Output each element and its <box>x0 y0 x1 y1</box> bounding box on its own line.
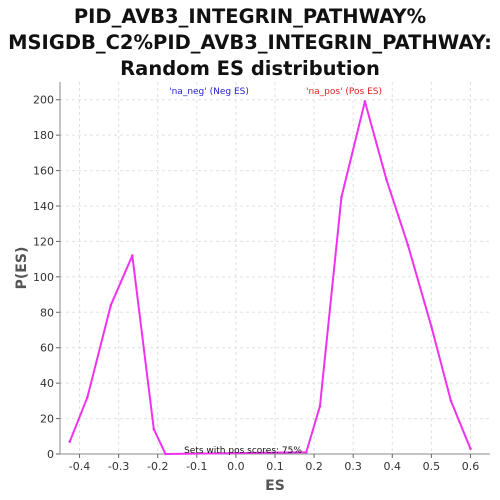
chart-title-line-2: MSIGDB_C2%PID_AVB3_INTEGRIN_PATHWAY: <box>8 31 492 54</box>
y-tick-label: 140 <box>33 200 54 213</box>
series-layer <box>68 100 472 456</box>
data-point <box>385 178 388 181</box>
x-tick-label: 0.1 <box>266 460 284 473</box>
y-tick-label: 120 <box>33 235 54 248</box>
data-point <box>363 100 367 103</box>
x-tick-label: 0.3 <box>344 460 362 473</box>
data-point <box>86 396 89 399</box>
data-point <box>449 399 453 403</box>
x-tick-label: 0.5 <box>423 460 441 473</box>
pos-scores-note: Sets with pos scores: 75% <box>184 446 302 456</box>
y-tick-label: 40 <box>40 377 54 390</box>
chart-title: PID_AVB3_INTEGRIN_PATHWAY% MSIGDB_C2%PID… <box>0 4 500 82</box>
data-point <box>304 450 308 454</box>
x-tick-label: -0.3 <box>108 460 129 473</box>
pos-es-label: 'na_pos' (Pos ES) <box>306 87 382 97</box>
x-tick-label: -0.1 <box>186 460 207 473</box>
grid-lines <box>60 82 490 455</box>
data-point <box>131 254 134 257</box>
x-tick-label: 0.6 <box>462 460 480 473</box>
y-tick-label: 180 <box>33 129 54 142</box>
x-tick-label: -0.2 <box>147 460 168 473</box>
y-tick-label: 200 <box>33 94 54 107</box>
y-tick-label: 20 <box>40 413 54 426</box>
data-point <box>109 303 113 307</box>
y-axis-ticks: 0 20 40 60 80 100 120 140 160 180 200 <box>33 94 60 461</box>
chart-title-line-1: PID_AVB3_INTEGRIN_PATHWAY% <box>73 5 427 28</box>
data-point <box>68 440 72 443</box>
chart-title-line-3: Random ES distribution <box>120 57 380 80</box>
x-axis-label: ES <box>265 478 285 494</box>
data-point <box>152 427 156 431</box>
x-tick-label: 0.0 <box>227 460 245 473</box>
y-tick-label: 60 <box>40 342 54 355</box>
y-tick-label: 80 <box>40 306 54 319</box>
neg-es-label: 'na_neg' (Neg ES) <box>169 87 249 97</box>
data-point <box>164 452 167 456</box>
y-axis-label: P(ES) <box>14 247 30 290</box>
y-tick-label: 0 <box>47 448 54 461</box>
x-tick-label: -0.4 <box>69 460 90 473</box>
data-point <box>318 404 322 408</box>
data-point <box>340 195 343 199</box>
data-point <box>469 447 472 450</box>
x-tick-label: 0.2 <box>305 460 323 473</box>
x-tick-label: 0.4 <box>384 460 402 473</box>
data-point <box>430 325 433 328</box>
y-tick-label: 160 <box>33 165 54 178</box>
data-point <box>406 243 410 247</box>
y-tick-label: 100 <box>33 271 54 284</box>
x-axis-ticks: -0.4 -0.3 -0.2 -0.1 0.0 0.1 0.2 0.3 0.4 0.5 0.6 <box>69 454 479 473</box>
